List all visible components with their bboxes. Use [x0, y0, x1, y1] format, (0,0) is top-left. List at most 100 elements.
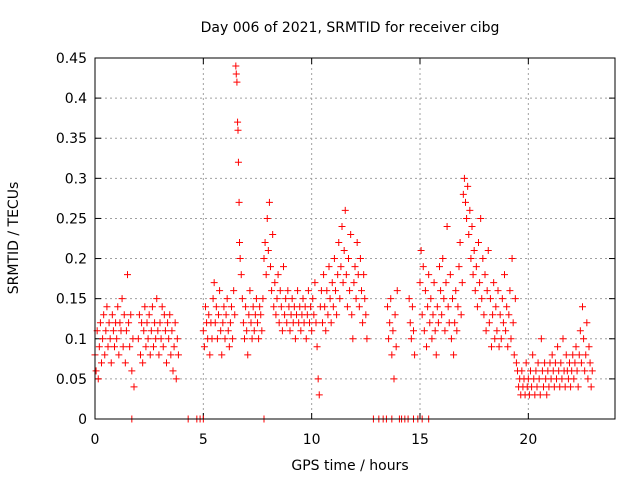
data-point [242, 303, 250, 311]
data-point [241, 335, 248, 343]
data-point [307, 303, 315, 311]
data-point [424, 303, 432, 311]
data-point [575, 351, 583, 359]
data-point [171, 319, 179, 327]
data-point [222, 311, 230, 319]
data-point [363, 335, 371, 343]
data-point [580, 335, 588, 343]
data-point [342, 271, 350, 279]
data-point [219, 319, 227, 327]
data-point [329, 303, 337, 311]
y-tick-label: 0.45 [56, 51, 87, 67]
data-point [460, 174, 468, 182]
data-point [361, 295, 369, 303]
data-point [116, 319, 124, 327]
data-point [429, 311, 437, 319]
y-tick-label: 0.4 [65, 91, 87, 107]
data-point [468, 222, 476, 230]
data-point [225, 343, 233, 351]
data-point [172, 375, 180, 383]
data-point [585, 343, 593, 351]
data-point [297, 327, 305, 335]
data-point [570, 375, 578, 383]
data-point [420, 327, 428, 335]
data-point [572, 343, 580, 351]
data-point [237, 271, 245, 279]
plot-frame [94, 57, 616, 420]
data-point [315, 391, 323, 399]
data-point [407, 335, 415, 343]
data-point [259, 295, 267, 303]
y-tick-label: 0.2 [65, 252, 87, 268]
data-point [450, 351, 458, 359]
data-point [255, 335, 263, 343]
data-point [349, 335, 357, 343]
x-tick-label: 5 [199, 432, 208, 448]
data-point [232, 70, 240, 78]
data-point [482, 327, 490, 335]
data-point [270, 303, 278, 311]
y-tick-label: 0.25 [56, 211, 87, 227]
data-point [345, 255, 352, 263]
data-point [533, 383, 541, 391]
data-point [260, 255, 268, 263]
data-point [473, 303, 481, 311]
data-point [256, 303, 264, 311]
data-point [581, 367, 589, 375]
data-point [263, 214, 271, 222]
data-point [122, 327, 130, 335]
data-point [232, 62, 240, 70]
data-point [446, 271, 454, 279]
x-tick-label: 15 [411, 432, 429, 448]
y-tick-label: 0.1 [65, 332, 87, 348]
data-point [512, 359, 520, 367]
data-point [503, 303, 511, 311]
data-point [284, 287, 292, 295]
data-point [501, 271, 508, 279]
data-point [511, 295, 519, 303]
data-point [559, 335, 567, 343]
y-axis-label: SRMTID / TECUs [6, 182, 22, 295]
y-tick-label: 0.3 [65, 171, 87, 187]
data-point [277, 303, 285, 311]
data-point [392, 343, 400, 351]
data-point [330, 255, 338, 263]
data-point [212, 303, 220, 311]
data-point [476, 279, 484, 287]
data-point [262, 271, 270, 279]
data-point [168, 327, 176, 335]
data-point [439, 255, 447, 263]
data-point [107, 359, 115, 367]
data-point [336, 295, 344, 303]
data-point [465, 230, 473, 238]
data-point [440, 295, 448, 303]
data-point [310, 311, 318, 319]
data-point [139, 359, 147, 367]
data-point [320, 271, 328, 279]
data-point [571, 359, 579, 367]
data-point [441, 327, 449, 335]
data-point [356, 255, 364, 263]
data-point [432, 351, 440, 359]
data-point [169, 367, 177, 375]
data-point [319, 319, 326, 327]
data-point [209, 295, 217, 303]
tick-labels: 0 0.05 0.1 0.15 0.2 0.25 0.3 0.35 0.4 0.45 0 5 10 15 2… [56, 51, 537, 448]
data-point [234, 118, 242, 126]
data-point [236, 239, 244, 247]
data-point [210, 279, 218, 287]
data-point [573, 367, 581, 375]
data-point [99, 335, 107, 343]
data-point [405, 295, 413, 303]
data-point [254, 319, 261, 327]
data-point [387, 295, 395, 303]
data-point [229, 335, 237, 343]
axis-ticks [94, 57, 615, 420]
data-point [100, 311, 108, 319]
data-point [273, 295, 281, 303]
data-point [141, 303, 149, 311]
data-point [271, 279, 279, 287]
data-point [134, 335, 142, 343]
data-point [506, 287, 514, 295]
data-point [299, 295, 307, 303]
